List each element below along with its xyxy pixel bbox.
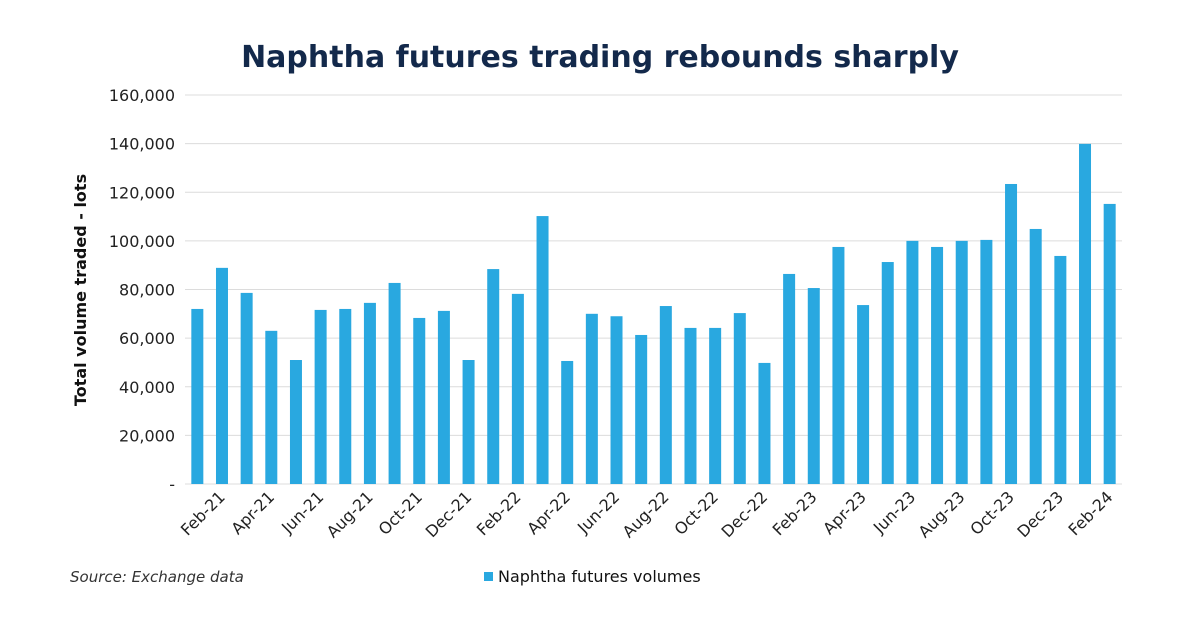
bar (807, 288, 820, 484)
bar (857, 305, 870, 484)
bar (191, 308, 204, 484)
bar (585, 313, 598, 484)
bar (931, 246, 944, 484)
bar (363, 302, 376, 484)
x-tick-label: Aug-21 (323, 487, 377, 541)
bar (314, 309, 327, 484)
bar (1005, 183, 1018, 484)
y-axis-label: Total volume traded - lots (71, 174, 90, 406)
bar (462, 360, 475, 484)
x-tick-label: Apr-21 (227, 487, 278, 538)
bar (289, 360, 302, 484)
bar (610, 316, 623, 484)
x-tick-label: Oct-21 (375, 487, 426, 538)
y-tick-label: 100,000 (109, 232, 175, 251)
y-tick-label: 80,000 (119, 281, 175, 300)
bar (339, 308, 352, 484)
legend-swatch (484, 572, 493, 581)
bar (511, 293, 524, 484)
y-tick-label: 140,000 (109, 135, 175, 154)
bar (413, 317, 426, 484)
bar (980, 239, 993, 484)
x-tick-label: Feb-22 (473, 487, 525, 539)
y-tick-label: 60,000 (119, 329, 175, 348)
bar (561, 360, 574, 484)
bar (536, 216, 549, 485)
bar (635, 334, 648, 484)
y-tick-label: 40,000 (119, 378, 175, 397)
x-tick-label: Apr-22 (523, 487, 574, 538)
x-tick-label: Aug-23 (915, 487, 969, 541)
x-tick-label: Oct-22 (670, 487, 721, 538)
bar (1079, 143, 1092, 485)
bar (240, 292, 253, 484)
x-tick-label: Aug-22 (619, 487, 673, 541)
x-tick-label: Dec-23 (1013, 487, 1067, 541)
bar (881, 262, 894, 484)
bar (215, 267, 228, 484)
bar (388, 282, 401, 484)
bar (487, 269, 500, 484)
bar (684, 327, 697, 484)
y-tick-label: 120,000 (109, 183, 175, 202)
bar (1029, 228, 1042, 484)
bar (955, 240, 968, 484)
bar (832, 246, 845, 484)
y-tick-label: - (169, 475, 175, 494)
x-tick-label: Feb-23 (769, 487, 821, 539)
y-tick-label: 160,000 (109, 86, 175, 105)
x-tick-label: Feb-24 (1065, 487, 1117, 539)
bar (437, 310, 450, 484)
bar (758, 362, 771, 484)
chart-title: Naphtha futures trading rebounds sharply (241, 40, 959, 75)
bar (659, 306, 672, 484)
bar (906, 240, 919, 484)
bar (1054, 255, 1067, 484)
bar (709, 327, 722, 484)
x-tick-label: Dec-21 (422, 487, 476, 541)
x-tick-label: Jun-21 (277, 487, 327, 537)
bar (265, 330, 278, 484)
source-note: Source: Exchange data (70, 568, 244, 586)
bar (733, 313, 746, 484)
legend-label: Naphtha futures volumes (498, 567, 701, 586)
y-tick-label: 20,000 (119, 426, 175, 445)
x-tick-label: Jun-23 (869, 487, 919, 537)
bar (1103, 203, 1116, 485)
x-tick-label: Oct-23 (966, 487, 1017, 538)
bar (783, 273, 796, 484)
x-tick-label: Dec-22 (717, 487, 771, 541)
x-tick-label: Feb-21 (177, 487, 229, 539)
legend: Naphtha futures volumes (484, 567, 701, 586)
x-tick-label: Apr-23 (819, 487, 870, 538)
x-tick-label: Jun-22 (573, 487, 623, 537)
